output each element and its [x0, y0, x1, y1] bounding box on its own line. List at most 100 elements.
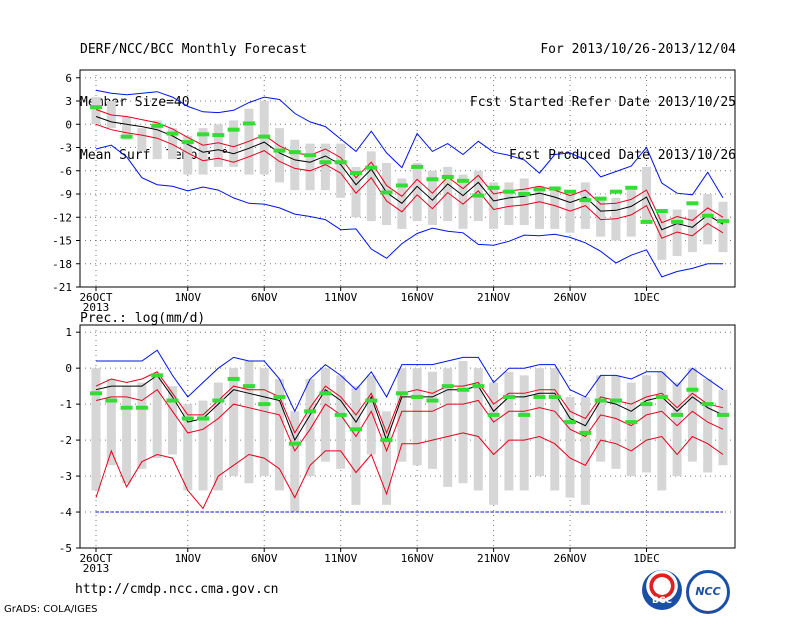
spread-bar — [703, 194, 713, 245]
observation-marker — [258, 402, 271, 407]
spread-bar — [611, 375, 621, 469]
series-max-envelope — [96, 349, 724, 413]
plot-frame — [79, 69, 736, 288]
observation-marker — [380, 438, 393, 443]
spread-bar — [718, 389, 728, 466]
panel-title: Prec.: log(mm/d) — [80, 311, 205, 326]
spread-bar — [626, 382, 636, 477]
header-right: For 2013/10/26-2013/12/04 Fcst Started R… — [470, 10, 736, 185]
spread-bar — [412, 163, 422, 222]
observation-marker — [640, 402, 653, 407]
x-tick-label: 26NOV — [554, 291, 587, 304]
observation-marker — [90, 105, 102, 110]
x-tick-label: 1NOV — [175, 291, 202, 304]
y-tick-label: -12 — [52, 211, 72, 224]
observation-marker — [686, 201, 699, 206]
y-tick-label: 3 — [65, 95, 72, 108]
series-lower-spread — [95, 389, 724, 453]
spread-bar — [336, 143, 346, 198]
chart-panel-2: 1 0 -1 -2 -3 -4 -5 26OCT 1NOV 6NOV 11NOV 16NOV 21NOV… — [59, 311, 736, 575]
observation-marker — [487, 185, 500, 190]
x-tick-label: 1DEC — [633, 291, 660, 304]
spread-bar — [137, 382, 147, 469]
observation-marker — [365, 398, 378, 403]
observation-marker — [380, 190, 393, 195]
spread-bar — [519, 178, 529, 225]
observation-marker — [304, 153, 317, 158]
year-label: 2013 — [83, 562, 110, 575]
spread-bar — [244, 360, 254, 484]
start-date: Fcst Started Refer Date 2013/10/25 — [469, 95, 736, 110]
spread-bar — [626, 190, 636, 237]
y-tick-label: -21 — [52, 281, 72, 294]
observation-marker — [701, 213, 714, 218]
spread-bar — [657, 213, 667, 260]
chart-panel-1: 6 3 0 -3 -6 -9 -12 -15 -18 -21 26OCT 1NOV 6NOV 11NOV 1… — [52, 69, 736, 314]
spread-bar — [458, 174, 468, 229]
y-tick-label: 6 — [65, 72, 72, 85]
spread-bar — [198, 400, 208, 491]
observation-marker — [472, 384, 485, 389]
spread-bar — [122, 116, 132, 140]
plot-frame — [79, 324, 736, 549]
observation-marker — [701, 402, 714, 407]
observation-marker — [227, 376, 240, 381]
spread-bar — [275, 128, 285, 183]
observation-marker — [533, 394, 546, 399]
spread-bar — [519, 375, 529, 491]
spread-bar — [137, 128, 147, 152]
spread-bar — [106, 378, 116, 466]
series-max-envelope — [95, 89, 724, 199]
x-tick-label: 26OCT — [79, 291, 112, 304]
series-min-envelope — [95, 144, 723, 278]
spread-bar — [687, 209, 697, 253]
observation-marker — [319, 391, 332, 396]
spread-bar — [183, 135, 193, 175]
observation-marker — [411, 394, 424, 399]
spread-bar — [259, 368, 269, 477]
spread-bar — [504, 182, 514, 225]
observation-marker — [717, 412, 729, 417]
spread-bar — [489, 382, 499, 505]
bcc-logo-text: BCC — [651, 596, 673, 606]
y-tick-label: 0 — [65, 362, 72, 375]
y-tick-label: 0 — [65, 118, 72, 131]
observation-marker — [579, 430, 592, 435]
y-tick-label: 1 — [65, 326, 72, 339]
observation-marker — [166, 131, 179, 136]
y-tick-label: -15 — [52, 235, 72, 248]
observation-marker — [625, 185, 638, 190]
observation-marker — [349, 427, 362, 432]
observation-marker — [212, 398, 225, 403]
spread-bar — [152, 120, 162, 160]
observation-marker — [242, 384, 255, 389]
spread-bar — [412, 368, 422, 466]
spread-bar — [366, 151, 376, 222]
spread-bar — [504, 371, 514, 491]
spread-bar — [534, 368, 544, 477]
observation-marker — [548, 394, 561, 399]
spread-bar — [320, 368, 330, 462]
spread-bar — [320, 143, 330, 191]
spread-bar — [275, 378, 285, 491]
spread-bar — [550, 186, 560, 229]
observation-marker — [441, 384, 454, 389]
x-tick-label: 26OCT — [79, 552, 112, 565]
spread-bar — [642, 375, 652, 473]
spread-bar — [229, 120, 239, 167]
observation-marker — [671, 219, 684, 224]
observation-marker — [502, 394, 515, 399]
observation-marker — [181, 140, 194, 145]
observation-marker — [533, 187, 546, 192]
observation-marker — [288, 150, 301, 155]
observation-marker — [518, 192, 531, 196]
spread-bar — [596, 375, 606, 462]
observation-marker — [151, 373, 164, 378]
observation-marker — [625, 420, 638, 425]
observation-marker — [564, 189, 577, 194]
y-tick-label: -3 — [59, 142, 72, 155]
footer-url[interactable]: http://cmdp.ncc.cma.gov.cn — [75, 582, 279, 597]
y-tick-label: -5 — [59, 542, 72, 555]
spread-bar — [687, 368, 697, 462]
